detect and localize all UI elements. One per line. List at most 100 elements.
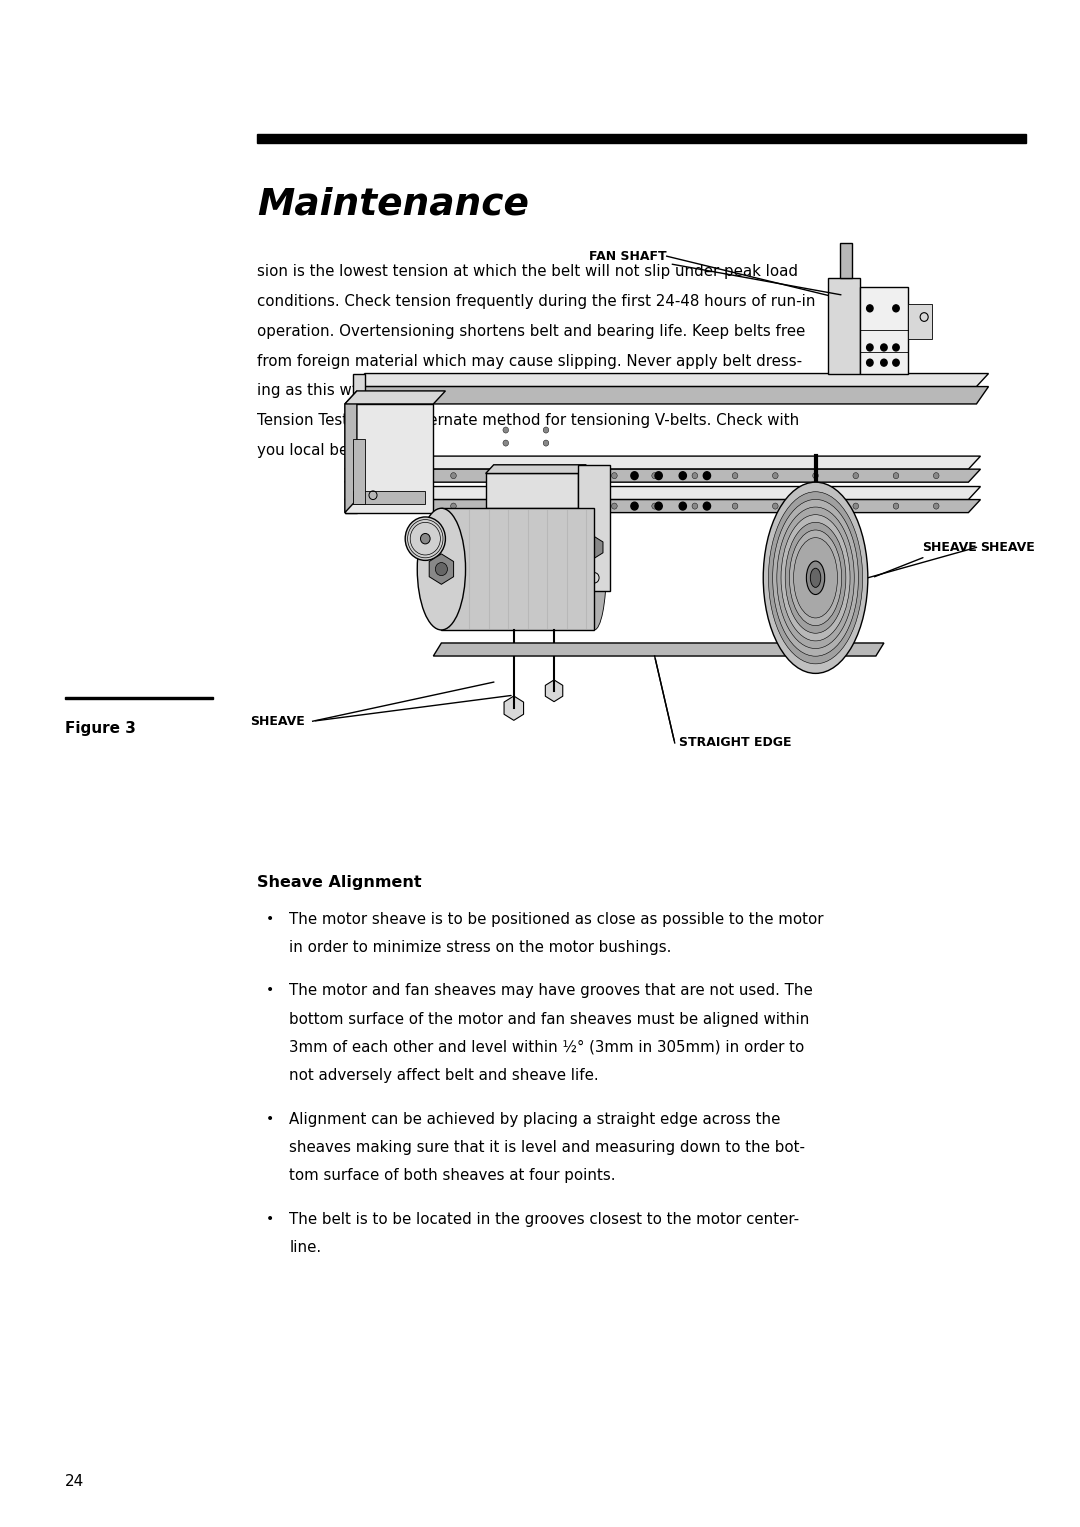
Ellipse shape [781, 515, 850, 641]
Circle shape [692, 473, 698, 478]
Circle shape [543, 428, 549, 434]
Circle shape [893, 359, 900, 366]
Circle shape [377, 472, 386, 479]
Circle shape [933, 473, 939, 478]
Ellipse shape [789, 530, 841, 626]
Circle shape [813, 473, 819, 478]
Bar [353, 490, 426, 504]
Circle shape [893, 502, 899, 508]
Text: •: • [266, 1112, 274, 1125]
Polygon shape [345, 457, 981, 469]
Circle shape [543, 440, 549, 446]
Circle shape [880, 359, 887, 366]
Circle shape [491, 473, 497, 478]
Polygon shape [345, 405, 433, 513]
Circle shape [631, 472, 638, 479]
Polygon shape [433, 643, 883, 657]
Circle shape [893, 473, 899, 478]
Bar [65, 696, 213, 699]
Text: operation. Overtensioning shortens belt and bearing life. Keep belts free: operation. Overtensioning shortens belt … [257, 324, 806, 339]
Circle shape [611, 473, 617, 478]
Ellipse shape [769, 492, 863, 664]
Circle shape [652, 473, 658, 478]
Polygon shape [345, 391, 445, 405]
Ellipse shape [764, 483, 868, 673]
Text: •: • [266, 1212, 274, 1226]
Polygon shape [345, 469, 981, 483]
Bar [827, 278, 860, 374]
Circle shape [703, 502, 711, 510]
Ellipse shape [772, 499, 859, 657]
Text: line.: line. [289, 1240, 322, 1255]
Text: in order to minimize stress on the motor bushings.: in order to minimize stress on the motor… [289, 939, 672, 954]
Text: SHEAVE: SHEAVE [981, 541, 1036, 554]
Text: The motor sheave is to be positioned as close as possible to the motor: The motor sheave is to be positioned as … [289, 912, 824, 927]
Circle shape [893, 305, 900, 312]
Circle shape [732, 502, 738, 508]
Text: STRAIGHT EDGE: STRAIGHT EDGE [678, 736, 792, 750]
Ellipse shape [777, 507, 854, 649]
Polygon shape [578, 464, 610, 591]
Text: Alignment can be achieved by placing a straight edge across the: Alignment can be achieved by placing a s… [289, 1112, 781, 1127]
Text: tom surface of both sheaves at four points.: tom surface of both sheaves at four poin… [289, 1168, 616, 1183]
Text: 3mm of each other and level within ½° (3mm in 305mm) in order to: 3mm of each other and level within ½° (3… [289, 1040, 805, 1055]
Circle shape [853, 502, 859, 508]
Bar [839, 243, 852, 278]
Circle shape [450, 502, 456, 508]
Circle shape [933, 502, 939, 508]
Circle shape [679, 502, 687, 510]
Text: sheaves making sure that it is level and measuring down to the bot-: sheaves making sure that it is level and… [289, 1139, 806, 1154]
Circle shape [370, 502, 376, 508]
Polygon shape [486, 464, 586, 473]
Ellipse shape [785, 522, 846, 634]
Circle shape [370, 473, 376, 478]
Circle shape [405, 518, 445, 560]
Circle shape [571, 502, 577, 508]
Circle shape [503, 440, 509, 446]
Circle shape [679, 472, 687, 479]
Text: The motor and fan sheaves may have grooves that are not used. The: The motor and fan sheaves may have groov… [289, 983, 813, 999]
Circle shape [654, 502, 662, 510]
Circle shape [866, 344, 873, 351]
Polygon shape [345, 405, 356, 513]
Circle shape [866, 305, 873, 312]
Circle shape [866, 359, 873, 366]
Polygon shape [353, 374, 365, 405]
Polygon shape [353, 386, 988, 405]
Circle shape [732, 473, 738, 478]
Polygon shape [345, 487, 981, 499]
Ellipse shape [794, 538, 837, 618]
Bar [908, 304, 932, 339]
Circle shape [531, 473, 537, 478]
Text: Tension Tester is an alternate method for tensioning V-belts. Check with: Tension Tester is an alternate method fo… [257, 414, 799, 428]
Circle shape [531, 502, 537, 508]
Ellipse shape [810, 568, 821, 588]
Bar [860, 287, 908, 374]
Text: not adversely affect belt and sheave life.: not adversely affect belt and sheave lif… [289, 1069, 599, 1083]
Circle shape [410, 473, 416, 478]
Ellipse shape [582, 508, 606, 631]
Circle shape [772, 473, 778, 478]
Text: FAN SHAFT: FAN SHAFT [589, 250, 841, 295]
Circle shape [377, 502, 386, 510]
Circle shape [654, 472, 662, 479]
Circle shape [703, 472, 711, 479]
Circle shape [491, 502, 497, 508]
Text: •: • [266, 983, 274, 997]
Bar [353, 438, 365, 504]
Circle shape [880, 344, 887, 351]
Circle shape [361, 502, 369, 510]
Text: 24: 24 [65, 1474, 84, 1489]
Polygon shape [353, 374, 988, 386]
Text: ing as this will damage the belt and cause early failure. A Dodge® V-Belt: ing as this will damage the belt and cau… [257, 383, 809, 399]
Polygon shape [345, 391, 356, 513]
Circle shape [361, 472, 369, 479]
Bar [257, 134, 1026, 142]
Polygon shape [345, 499, 981, 513]
Text: conditions. Check tension frequently during the first 24-48 hours of run-in: conditions. Check tension frequently dur… [257, 293, 815, 308]
Text: Sheave Alignment: Sheave Alignment [257, 875, 421, 890]
Circle shape [893, 344, 900, 351]
Text: Maintenance: Maintenance [257, 186, 529, 223]
Ellipse shape [807, 560, 825, 594]
Circle shape [503, 428, 509, 434]
